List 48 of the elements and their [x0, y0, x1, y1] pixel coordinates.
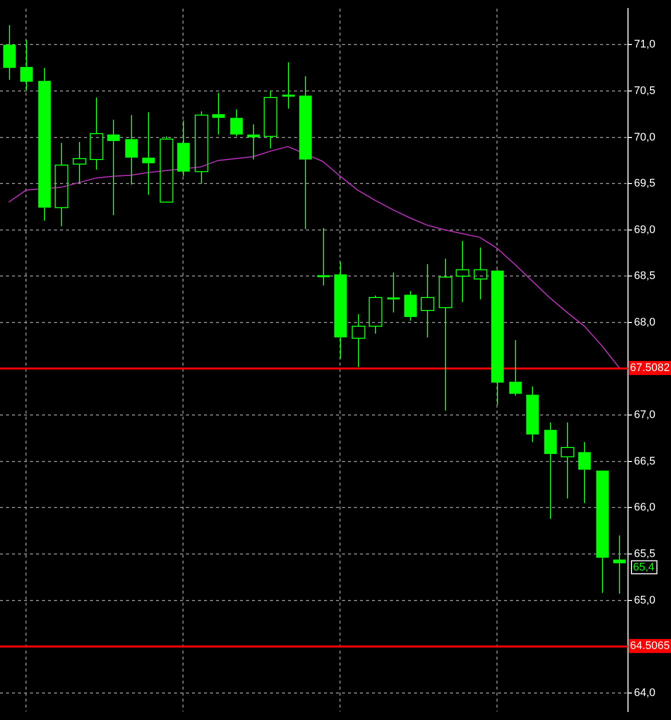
- candlestick: [613, 534, 626, 594]
- candlestick: [438, 258, 452, 411]
- y-tick-label: 64,0: [634, 686, 656, 699]
- candlestick: [3, 24, 16, 80]
- candlestick: [72, 141, 86, 184]
- y-tick-label: 70,5: [634, 85, 656, 98]
- candlestick: [299, 76, 312, 230]
- candlestick: [125, 114, 138, 186]
- candlestick: [509, 340, 522, 396]
- candlestick: [212, 92, 225, 136]
- candlestick: [247, 124, 260, 160]
- candlestick: [54, 142, 68, 227]
- y-tick-label: 69,5: [634, 178, 656, 190]
- candlestick: [20, 40, 33, 91]
- y-tick-label: 66,0: [634, 502, 656, 514]
- candlestick: [420, 264, 434, 338]
- candlestick: [368, 295, 382, 334]
- candlestick: [596, 470, 609, 594]
- candlestick: [456, 240, 470, 303]
- candlestick: [264, 90, 278, 149]
- candlestick: [194, 110, 208, 184]
- candlestick: [38, 67, 51, 222]
- ref-line-label: 67.5082: [630, 362, 670, 374]
- y-tick-label: 66,5: [634, 455, 656, 468]
- candlestick: [177, 120, 190, 177]
- candlestick: [544, 422, 557, 520]
- candlestick: [107, 119, 120, 216]
- y-tick-label: 65,0: [634, 594, 656, 606]
- y-tick-label: 68,5: [634, 270, 656, 282]
- candlestick: [560, 422, 574, 499]
- ref-line-label: 64.5065: [630, 640, 670, 652]
- y-tick-label: 71,0: [634, 38, 656, 51]
- candlestick: [578, 441, 591, 504]
- candlestick: [90, 96, 104, 170]
- candlestick: [230, 109, 243, 137]
- candlestick: [334, 262, 347, 360]
- y-tick-label: 67,0: [634, 409, 656, 422]
- candlestick: [142, 112, 155, 196]
- candlestick: [404, 290, 417, 322]
- y-tick-label: 69,0: [634, 224, 656, 236]
- candlestick: [352, 314, 366, 368]
- candlestick: [526, 386, 539, 442]
- candlestick: [474, 246, 488, 300]
- candlestick: [491, 269, 504, 406]
- text: 65,4: [633, 561, 654, 574]
- y-tick-label: 70,0: [634, 131, 656, 144]
- y-tick-label: 65,5: [634, 548, 656, 560]
- y-tick-label: 68,0: [634, 316, 656, 329]
